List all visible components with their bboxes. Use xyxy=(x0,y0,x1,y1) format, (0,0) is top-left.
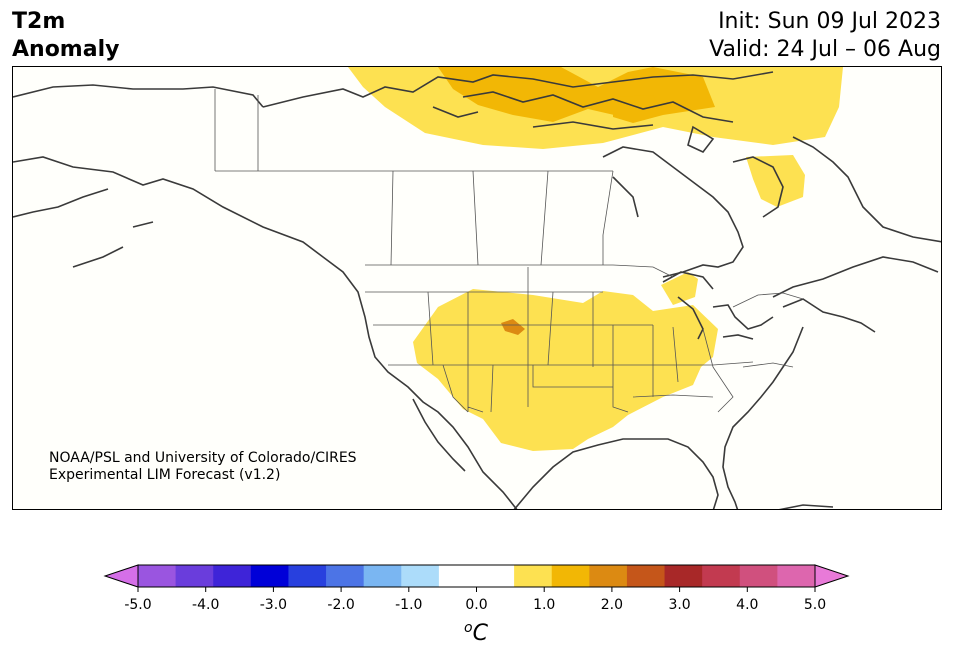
anomaly-area-dark xyxy=(501,319,525,335)
canada-provinces xyxy=(215,95,614,266)
coastline-cuba xyxy=(778,504,834,509)
colorbar-bin xyxy=(326,565,365,587)
anomaly-area-central-us xyxy=(413,289,718,451)
colorbar-bin xyxy=(250,565,289,587)
colorbar-bin xyxy=(514,565,553,587)
coastline-atlantic xyxy=(722,136,941,509)
colorbar-tick-label: 5.0 xyxy=(804,597,826,613)
coastline-gulf xyxy=(513,438,719,509)
colorbar-bins xyxy=(138,565,816,587)
credit-line-2: Experimental LIM Forecast (v1.2) xyxy=(49,467,281,483)
colorbar-tick-label: -3.0 xyxy=(260,597,287,613)
map-panel xyxy=(12,66,942,510)
anomaly-area-hudson xyxy=(746,155,805,207)
title-line-1: T2m xyxy=(12,9,66,34)
colorbar-bin xyxy=(175,565,214,587)
anomaly-area-arctic-medium-2 xyxy=(613,95,663,123)
colorbar-bin xyxy=(213,565,252,587)
colorbar-tick-label: 4.0 xyxy=(736,597,758,613)
credit-text: NOAA/PSL and University of Colorado/CIRE… xyxy=(49,450,357,484)
colorbar-bin xyxy=(777,565,816,587)
colorbar-tick-label: 2.0 xyxy=(601,597,623,613)
anomaly-shading xyxy=(348,67,843,451)
colorbar-under-arrow xyxy=(103,564,139,588)
credit-line-1: NOAA/PSL and University of Colorado/CIRE… xyxy=(49,450,357,466)
colorbar-bin xyxy=(288,565,327,587)
colorbar-tick-label: -4.0 xyxy=(192,597,219,613)
colorbar-tick-label: 3.0 xyxy=(668,597,690,613)
init-date: Init: Sun 09 Jul 2023 xyxy=(718,9,941,34)
coastline-pacific xyxy=(13,84,518,509)
unit-main: C xyxy=(473,621,489,646)
colorbar-bin xyxy=(401,565,440,587)
coastline-baja xyxy=(412,398,466,472)
colorbar-bin xyxy=(664,565,703,587)
valid-range: Valid: 24 Jul – 06 Aug xyxy=(709,37,941,62)
colorbar-svg: -5.0 -4.0 -3.0 -2.0 -1.0 0.0 1.0 2.0 3.0 4.0 5.0 o… xyxy=(103,564,850,646)
colorbar-bin xyxy=(589,565,628,587)
map-title: T2m Anomaly xyxy=(12,8,119,64)
title-line-2: Anomaly xyxy=(12,37,120,62)
colorbar-tick-label: -5.0 xyxy=(124,597,151,613)
colorbar-bin xyxy=(551,565,590,587)
unit-superscript: o xyxy=(464,620,473,636)
boundaries xyxy=(214,89,804,413)
colorbar-bin xyxy=(438,565,477,587)
colorbar-tick-label: 0.0 xyxy=(465,597,487,613)
forecast-dates: Init: Sun 09 Jul 2023 Valid: 24 Jul – 06… xyxy=(709,8,941,64)
colorbar: -5.0 -4.0 -3.0 -2.0 -1.0 0.0 1.0 2.0 3.0 4.0 5.0 o… xyxy=(0,560,953,656)
anomaly-area-great-lakes xyxy=(661,272,698,305)
colorbar-unit-label: oC xyxy=(464,620,489,646)
colorbar-tick-label: 1.0 xyxy=(533,597,555,613)
map-svg xyxy=(13,67,941,509)
colorbar-tick-label: -1.0 xyxy=(395,597,422,613)
coastline-alaska-islands xyxy=(13,188,154,268)
colorbar-bin xyxy=(702,565,741,587)
coastline-arctic-islands xyxy=(432,91,734,153)
colorbar-bin xyxy=(626,565,666,587)
canada-us-border xyxy=(365,264,804,308)
coastline-hudson-bay xyxy=(602,146,784,278)
colorbar-bin xyxy=(363,565,402,587)
coastline-arctic xyxy=(262,71,774,108)
us-states xyxy=(365,267,794,413)
colorbar-bin xyxy=(476,565,515,587)
colorbar-bin xyxy=(138,565,177,587)
coastlines xyxy=(13,71,941,509)
colorbar-ticks: -5.0 -4.0 -3.0 -2.0 -1.0 0.0 1.0 2.0 3.0 4.0 5.0 xyxy=(124,587,826,613)
colorbar-bin xyxy=(739,565,778,587)
colorbar-over-arrow xyxy=(814,564,850,588)
colorbar-tick-label: -2.0 xyxy=(327,597,354,613)
coastline-great-lakes xyxy=(662,271,774,340)
